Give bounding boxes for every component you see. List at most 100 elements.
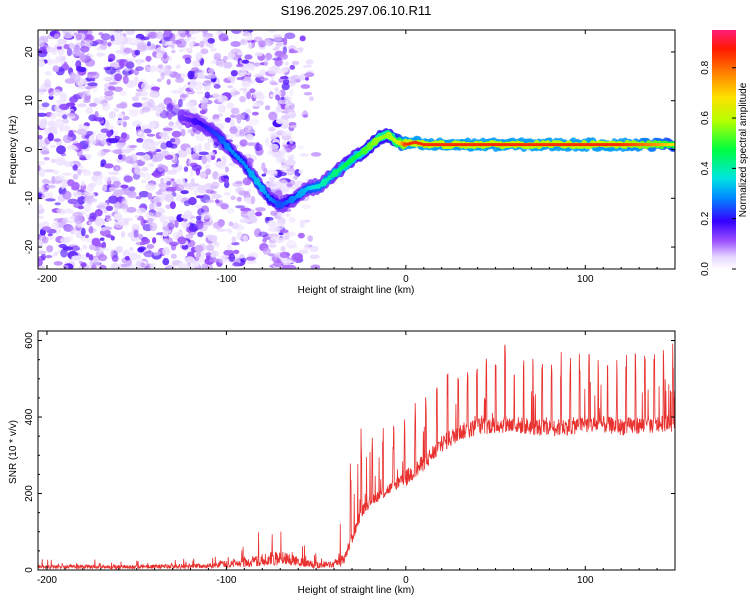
noise-blob	[137, 130, 143, 136]
noise-blob	[80, 227, 86, 237]
noise-blob	[112, 180, 122, 189]
noise-blob	[247, 63, 254, 69]
noise-blob	[135, 152, 146, 156]
noise-blob	[180, 128, 186, 137]
noise-blob	[171, 163, 179, 168]
noise-blob	[52, 169, 60, 175]
noise-blob	[195, 30, 200, 34]
noise-blob	[133, 76, 139, 85]
noise-blob	[124, 255, 131, 261]
noise-blob	[71, 185, 80, 191]
noise-blob	[61, 118, 70, 124]
noise-blob	[268, 126, 276, 132]
noise-blob	[206, 244, 215, 252]
noise-blob	[247, 142, 257, 147]
noise-blob	[85, 131, 94, 136]
noise-blob	[200, 211, 211, 220]
noise-blob	[52, 89, 62, 96]
noise-blob	[199, 40, 205, 48]
noise-blob	[136, 60, 142, 66]
noise-blob	[77, 103, 87, 108]
noise-blob	[63, 44, 70, 50]
noise-blob	[80, 168, 88, 173]
noise-blob	[229, 126, 238, 134]
noise-blob	[76, 128, 88, 135]
noise-blob	[273, 90, 282, 98]
noise-blob	[284, 109, 296, 116]
noise-blob	[302, 114, 308, 118]
noise-blob	[196, 91, 204, 95]
noise-blob	[45, 47, 57, 53]
noise-blob	[180, 190, 189, 195]
noise-blob	[61, 172, 72, 176]
noise-blob	[141, 180, 147, 184]
noise-blob	[201, 30, 209, 35]
noise-blob	[255, 211, 263, 217]
noise-blob	[178, 98, 183, 108]
noise-blob	[91, 264, 97, 269]
noise-blob	[248, 41, 253, 50]
noise-blob	[180, 48, 192, 52]
noise-blob	[88, 182, 97, 188]
noise-blob	[230, 118, 235, 128]
noise-blob	[111, 254, 119, 263]
noise-blob	[40, 253, 47, 261]
noise-blob	[53, 138, 61, 142]
noise-blob	[123, 175, 133, 183]
noise-blob	[42, 236, 49, 244]
noise-blob	[80, 46, 90, 53]
noise-blob	[216, 228, 227, 232]
noise-blob	[223, 192, 231, 196]
noise-blob	[236, 63, 244, 68]
noise-blob	[67, 198, 79, 205]
noise-blob	[281, 67, 289, 73]
noise-blob	[147, 162, 155, 168]
noise-blob	[200, 103, 208, 109]
noise-blob	[83, 203, 92, 213]
noise-blob	[189, 168, 194, 178]
noise-blob	[145, 65, 150, 72]
noise-blob	[88, 102, 97, 107]
noise-blob	[204, 164, 211, 169]
noise-blob	[288, 231, 296, 237]
noise-blob	[196, 250, 201, 258]
noise-blob	[193, 187, 198, 196]
noise-blob	[94, 179, 104, 185]
noise-blob	[273, 34, 282, 39]
noise-blob	[181, 244, 189, 250]
noise-blob	[285, 99, 292, 106]
noise-blob	[99, 237, 105, 241]
noise-blob	[98, 247, 110, 251]
noise-blob	[280, 115, 290, 120]
noise-blob	[117, 159, 124, 163]
noise-blob	[136, 42, 148, 50]
noise-blob	[291, 253, 302, 263]
noise-blob	[118, 154, 123, 160]
noise-blob	[188, 197, 197, 206]
y-tick-label: 0	[24, 146, 35, 152]
noise-blob	[129, 252, 138, 261]
noise-blob	[49, 114, 56, 121]
noise-blob	[149, 202, 155, 212]
noise-blob	[183, 166, 189, 172]
noise-blob	[213, 84, 221, 89]
noise-blob	[206, 263, 213, 269]
noise-blob	[231, 242, 240, 246]
noise-blob	[97, 150, 105, 158]
noise-blob	[91, 175, 98, 182]
noise-blob	[215, 199, 220, 204]
noise-blob	[191, 264, 196, 269]
noise-blob	[63, 161, 70, 166]
noise-blob	[268, 143, 279, 151]
colorbar-label: Normalized spectral amplitude	[738, 82, 749, 217]
noise-blob	[160, 142, 168, 150]
noise-blob	[57, 38, 68, 45]
noise-blob	[211, 193, 222, 199]
noise-blob	[47, 120, 57, 127]
noise-blob	[39, 46, 47, 55]
noise-blob	[299, 35, 306, 42]
noise-blob	[175, 73, 182, 80]
noise-blob	[134, 167, 142, 175]
noise-blob	[230, 114, 237, 119]
noise-blob	[197, 74, 209, 80]
